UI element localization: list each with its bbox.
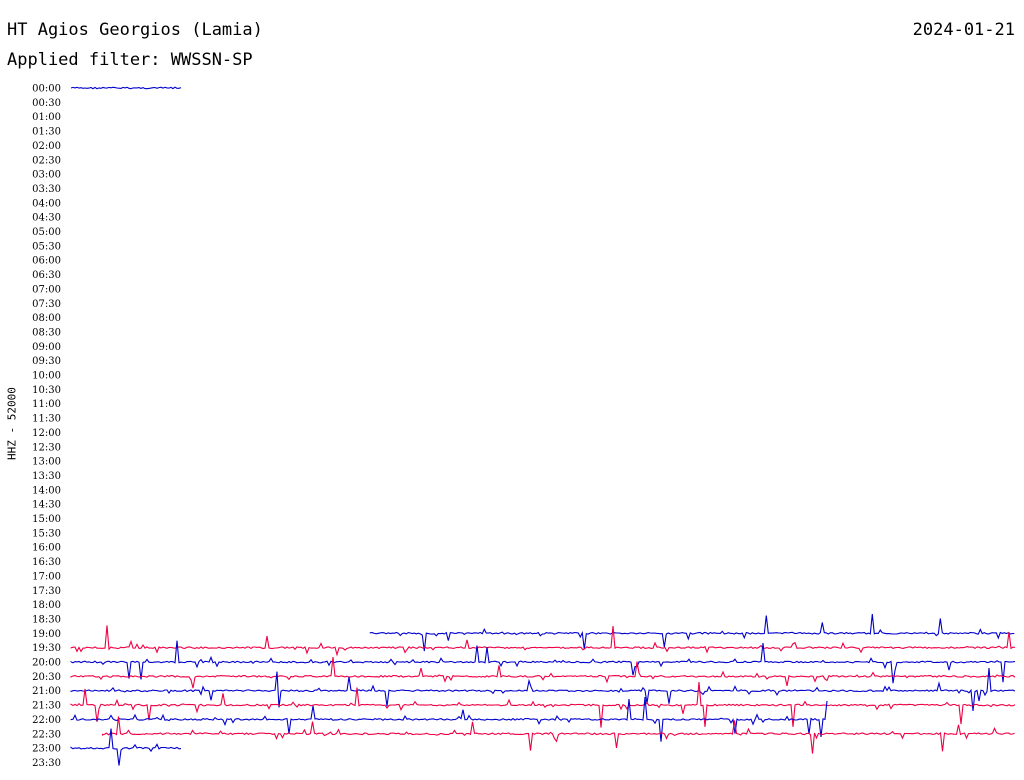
time-tick-label: 14:30 [32, 500, 61, 511]
time-tick-label: 21:00 [32, 686, 61, 697]
time-tick-labels: 00:00 00:30 01:00 01:30 02:00 02:30 03:00 03:30… [32, 84, 61, 769]
time-tick-label: 16:30 [32, 557, 61, 568]
time-tick-label: 02:00 [32, 141, 61, 152]
time-tick-label: 04:30 [32, 213, 61, 224]
seismic-traces [70, 86, 1016, 766]
time-tick-label: 20:30 [32, 672, 61, 683]
time-tick-label: 13:30 [32, 471, 61, 482]
time-tick-label: 18:30 [32, 614, 61, 625]
time-tick-label: 16:00 [32, 543, 61, 554]
time-tick-label: 09:00 [32, 342, 61, 353]
time-tick-label: 22:00 [32, 715, 61, 726]
time-tick-label: 12:30 [32, 442, 61, 453]
time-tick-label: 23:00 [32, 744, 61, 755]
time-tick-label: 06:30 [32, 270, 61, 281]
time-tick-label: 23:30 [32, 758, 61, 769]
time-tick-label: 19:00 [32, 629, 61, 640]
trace-2100 [70, 667, 1016, 711]
time-tick-label: 17:30 [32, 586, 61, 597]
plot-date: 2024-01-21 [912, 20, 1015, 40]
time-tick-label: 06:00 [32, 256, 61, 267]
time-tick-label: 00:30 [32, 98, 61, 109]
time-tick-label: 17:00 [32, 571, 61, 582]
time-tick-label: 07:30 [32, 299, 61, 310]
time-tick-label: 12:00 [32, 428, 61, 439]
time-tick-label: 21:30 [32, 701, 61, 712]
trace-2300 [70, 728, 182, 766]
time-tick-label: 10:00 [32, 371, 61, 382]
trace-2230 [101, 716, 1015, 754]
time-tick-label: 11:00 [32, 399, 61, 410]
trace-0000 [70, 86, 182, 90]
trace-2130 [70, 682, 1016, 728]
trace-2000 [70, 640, 1016, 684]
filter-label: Applied filter: WWSSN-SP [7, 50, 253, 70]
time-tick-label: 03:00 [32, 170, 61, 181]
time-tick-label: 08:00 [32, 313, 61, 324]
time-tick-label: 01:00 [32, 112, 61, 123]
time-tick-label: 01:30 [32, 127, 61, 138]
time-tick-label: 15:00 [32, 514, 61, 525]
time-tick-label: 05:30 [32, 241, 61, 252]
station-title: HT Agios Georgios (Lamia) [7, 20, 263, 40]
time-tick-label: 15:30 [32, 528, 61, 539]
trace-1930 [70, 625, 1016, 657]
time-tick-label: 09:30 [32, 356, 61, 367]
time-tick-label: 07:00 [32, 284, 61, 295]
time-tick-label: 13:00 [32, 457, 61, 468]
time-tick-label: 02:30 [32, 155, 61, 166]
time-tick-label: 00:00 [32, 84, 61, 95]
time-tick-label: 10:30 [32, 385, 61, 396]
trace-1900 [369, 614, 1015, 652]
time-tick-label: 04:00 [32, 198, 61, 209]
time-tick-label: 14:00 [32, 485, 61, 496]
time-tick-label: 18:00 [32, 600, 61, 611]
time-tick-label: 08:30 [32, 327, 61, 338]
time-tick-label: 22:30 [32, 729, 61, 740]
trace-2030 [70, 657, 1016, 689]
time-tick-label: 19:30 [32, 643, 61, 654]
time-tick-label: 05:00 [32, 227, 61, 238]
time-tick-label: 20:00 [32, 658, 61, 669]
time-tick-label: 11:30 [32, 414, 61, 425]
time-tick-label: 03:30 [32, 184, 61, 195]
trace-2200 [70, 697, 828, 742]
